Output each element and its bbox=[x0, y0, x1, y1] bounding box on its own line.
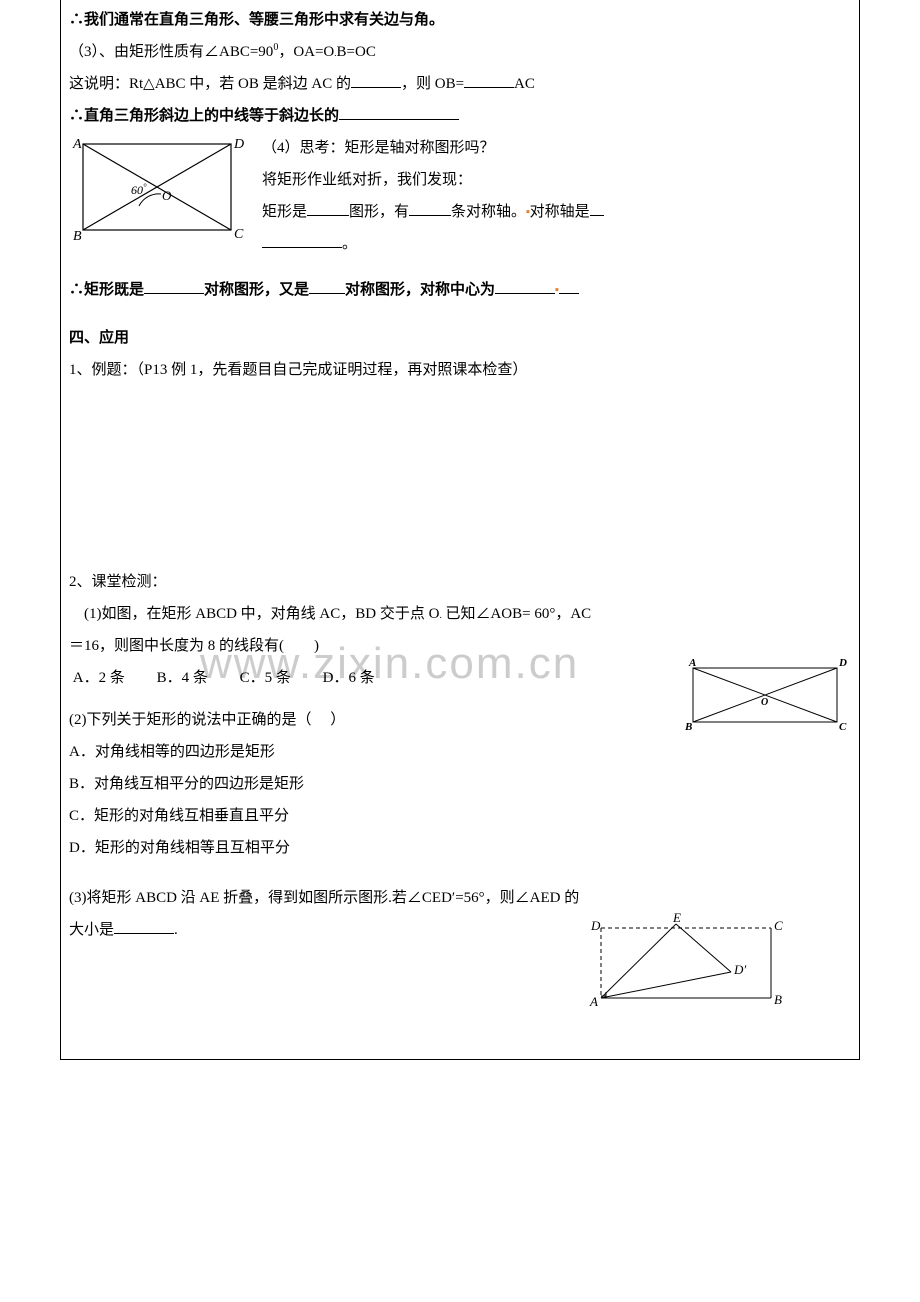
p5-a: ∴矩形既是 bbox=[69, 282, 144, 298]
q4-l3: 矩形是图形，有条对称轴。■对称轴是 bbox=[262, 196, 851, 228]
q4-title: （4）思考：矩形是轴对称图形吗？ bbox=[262, 132, 851, 164]
q4-l3a: 矩形是 bbox=[262, 204, 307, 220]
q4-l4: 。 bbox=[262, 228, 851, 260]
blank bbox=[262, 247, 342, 248]
q4-l4-text: 。 bbox=[342, 236, 357, 252]
q1-b: 已知∠AOB= 60°，AC bbox=[442, 606, 591, 622]
p2-text-b: ，OA=O bbox=[278, 44, 334, 60]
q4-text-col: （4）思考：矩形是轴对称图形吗？ 将矩形作业纸对折，我们发现： 矩形是 图形，有 条… bbox=[262, 132, 851, 260]
choice-c: C．5 条 bbox=[240, 663, 291, 693]
svg-text:A: A bbox=[688, 658, 696, 669]
p3-b: ，则 OB= bbox=[401, 76, 464, 92]
blank bbox=[409, 215, 451, 216]
p3-c: AC bbox=[514, 76, 535, 92]
q3-c: . bbox=[174, 922, 178, 938]
diagram-1: A D B C O 60° bbox=[69, 132, 244, 258]
paragraph-1: ∴我们通常在直角三角形、等腰三角形中求有关边与角。 bbox=[69, 4, 851, 36]
blank bbox=[590, 215, 604, 216]
blank bbox=[559, 293, 579, 294]
svg-text:A: A bbox=[72, 137, 82, 152]
q4-l3d: 对称轴是 bbox=[530, 204, 590, 220]
p5-c: 对称图形，对称中心为 bbox=[345, 282, 495, 298]
paragraph-5: ∴矩形既是对称图形，又是对称图形，对称中心为■ bbox=[69, 274, 851, 306]
work-space bbox=[69, 386, 851, 566]
exercise-2-title: 2、课堂检测： bbox=[69, 566, 851, 598]
p2-text-a: （3）、由矩形性质有∠ABC=90 bbox=[69, 44, 273, 60]
paragraph-3: 这说明：Rt△ABC 中，若 OB 是斜边 AC 的 ，则 OB= AC bbox=[69, 68, 851, 100]
svg-text:C: C bbox=[774, 918, 783, 933]
paragraph-4: ∴直角三角形斜边上的中线等于斜边长的 bbox=[69, 100, 851, 132]
diagram-2: A D B C O bbox=[681, 658, 851, 749]
p3-a: 这说明：Rt△ABC 中，若 OB 是斜边 AC 的 bbox=[69, 76, 351, 92]
svg-text:D: D bbox=[233, 137, 244, 152]
p4-a: ∴直角三角形斜边上的中线等于斜边长的 bbox=[69, 108, 339, 124]
blank bbox=[114, 933, 174, 934]
q4-l2: 将矩形作业纸对折，我们发现： bbox=[262, 164, 851, 196]
section-4-heading: 四、应用 bbox=[69, 322, 851, 354]
p2-text-c: B=OC bbox=[337, 44, 376, 60]
svg-text:B: B bbox=[774, 992, 782, 1007]
svg-text:E: E bbox=[672, 910, 681, 925]
paragraph-2: （3）、由矩形性质有∠ABC=900，OA=O.B=OC bbox=[69, 36, 851, 68]
diagram-3: D E C D′ A B bbox=[581, 910, 791, 1021]
blank bbox=[495, 293, 555, 294]
q4-l3b: 图形，有 bbox=[349, 204, 409, 220]
svg-text:B: B bbox=[684, 721, 692, 733]
blank bbox=[144, 293, 204, 294]
choice-b: B．4 条 bbox=[157, 663, 208, 693]
p5-b: 对称图形，又是 bbox=[204, 282, 309, 298]
svg-text:D: D bbox=[590, 918, 601, 933]
blank bbox=[464, 87, 514, 88]
option-d: D．矩形的对角线相等且互相平分 bbox=[69, 832, 851, 864]
q4-l3c: 条对称轴。 bbox=[451, 204, 526, 220]
blank bbox=[351, 87, 401, 88]
option-b: B．对角线互相平分的四边形是矩形 bbox=[69, 768, 851, 800]
svg-text:O: O bbox=[761, 697, 768, 708]
svg-text:C: C bbox=[234, 227, 244, 242]
q3-b: 大小是 bbox=[69, 922, 114, 938]
option-c: C．矩形的对角线互相垂直且平分 bbox=[69, 800, 851, 832]
svg-text:A: A bbox=[589, 994, 598, 1009]
svg-text:C: C bbox=[839, 721, 847, 733]
blank bbox=[339, 119, 459, 120]
choice-a: A．2 条 bbox=[73, 663, 125, 693]
row-diagram1: A D B C O 60° （4）思考：矩形是轴对称图形吗？ 将矩形作业纸对折，… bbox=[69, 132, 851, 260]
q1-line1: (1)如图，在矩形 ABCD 中，对角线 AC，BD 交于点 O. 已知∠AOB… bbox=[69, 598, 851, 630]
q1-a: (1)如图，在矩形 ABCD 中，对角线 AC，BD 交于点 O bbox=[84, 606, 439, 622]
svg-text:O: O bbox=[162, 188, 172, 203]
svg-text:B: B bbox=[73, 229, 82, 244]
svg-text:D′: D′ bbox=[733, 962, 746, 977]
choice-d: D．6 条 bbox=[323, 663, 375, 693]
svg-text:D: D bbox=[838, 658, 847, 669]
blank bbox=[307, 215, 349, 216]
example-1: 1、例题：（P13 例 1，先看题目自己完成证明过程，再对照课本检查） bbox=[69, 354, 851, 386]
blank bbox=[309, 293, 345, 294]
